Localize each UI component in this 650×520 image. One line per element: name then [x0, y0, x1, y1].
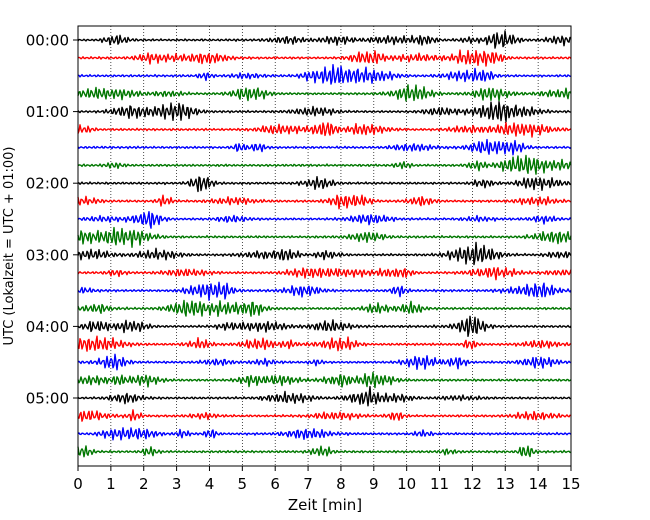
seismogram-trace	[77, 315, 572, 338]
seismogram-trace	[77, 194, 572, 210]
y-tick-label: 01:00	[26, 103, 69, 121]
x-tick-label: 4	[205, 475, 215, 493]
x-tick-label: 11	[430, 475, 449, 493]
x-tick-label: 7	[303, 475, 313, 493]
seismogram-trace	[77, 138, 572, 156]
x-tick-label: 12	[463, 475, 482, 493]
axis-ticks: 0 1 2 3 4 5 6 7 8 9 10 11 12 13 14 1500:0001:0002:0003:…	[26, 32, 581, 494]
seismogram-trace	[77, 121, 572, 138]
seismogram-trace	[77, 175, 572, 193]
seismogram-trace	[77, 371, 572, 389]
seismogram-trace	[77, 210, 572, 229]
seismogram-trace	[77, 241, 572, 266]
x-tick-label: 14	[529, 475, 548, 493]
x-tick-label: 3	[172, 475, 182, 493]
seismogram-trace	[77, 281, 572, 301]
y-tick-label: 03:00	[26, 246, 69, 264]
x-tick-label: 13	[496, 475, 515, 493]
seismogram-trace	[77, 353, 572, 371]
x-tick-label: 6	[270, 475, 280, 493]
y-tick-label: 02:00	[26, 175, 69, 193]
y-tick-label: 05:00	[26, 390, 69, 408]
x-tick-label: 9	[369, 475, 379, 493]
x-axis-label: Zeit [min]	[288, 496, 362, 514]
y-tick-label: 04:00	[26, 318, 69, 336]
x-tick-label: 15	[561, 475, 580, 493]
seismogram-trace	[77, 84, 572, 102]
trace-layer	[77, 30, 572, 458]
seismogram-trace	[77, 267, 572, 281]
x-tick-label: 0	[73, 475, 83, 493]
plot-frame	[77, 25, 572, 467]
y-tick-label: 00:00	[26, 32, 69, 50]
grid-lines	[110, 26, 539, 466]
seismogram-trace	[77, 154, 572, 175]
seismogram-trace	[77, 299, 572, 317]
x-tick-label: 8	[336, 475, 346, 493]
x-tick-label: 5	[238, 475, 248, 493]
x-tick-label: 2	[139, 475, 149, 493]
seismogram-trace	[77, 385, 572, 407]
x-tick-label: 10	[397, 475, 416, 493]
seismogram-trace	[77, 226, 572, 248]
x-tick-label: 1	[106, 475, 116, 493]
y-axis-label: UTC (Lokalzeit = UTC + 01:00)	[2, 147, 17, 346]
seismogram-trace	[77, 49, 572, 67]
seismogram-trace	[77, 409, 572, 422]
seismogram-trace	[77, 445, 572, 458]
seismogram-trace	[77, 63, 572, 85]
seismogram-trace	[77, 100, 572, 123]
seismogram-trace	[77, 427, 572, 441]
seismogram-trace	[77, 30, 572, 49]
seismogram-trace	[77, 335, 572, 352]
